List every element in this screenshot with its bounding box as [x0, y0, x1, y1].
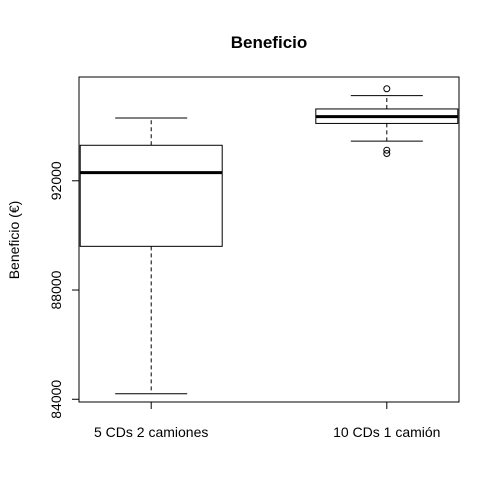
- x-tick-label: 10 CDs 1 camión: [333, 424, 440, 440]
- y-tick-label: 84000: [48, 380, 64, 419]
- chart-title: Beneficio: [231, 33, 308, 52]
- y-tick-label: 88000: [48, 270, 64, 309]
- outlier-point: [384, 86, 390, 92]
- y-axis-label: Beneficio (€): [6, 201, 22, 280]
- iqr-box: [80, 145, 222, 246]
- x-tick-label: 5 CDs 2 camiones: [94, 424, 208, 440]
- y-tick-label: 92000: [48, 161, 64, 200]
- plot-frame: [79, 77, 459, 402]
